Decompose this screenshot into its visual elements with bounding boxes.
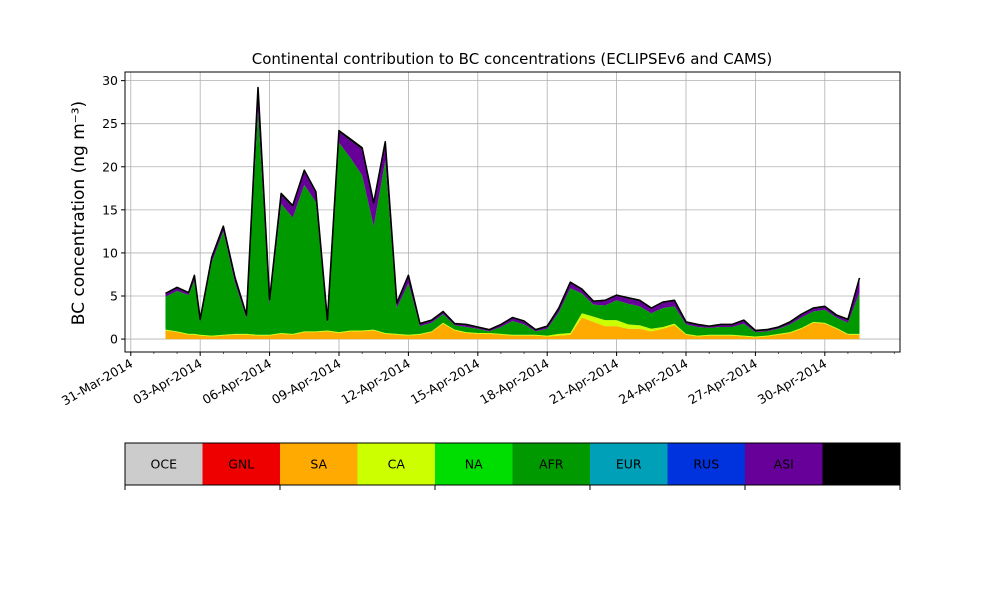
colorbar-swatch-aus xyxy=(822,443,901,485)
grid-lines xyxy=(125,72,900,352)
y-tick-label: 30 xyxy=(102,73,118,88)
x-axis: 31-Mar-201403-Apr-201406-Apr-201409-Apr-… xyxy=(59,352,895,409)
x-tick-label: 31-Mar-2014 xyxy=(59,356,135,409)
x-tick-label: 06-Apr-2014 xyxy=(200,356,274,408)
x-tick-label: 03-Apr-2014 xyxy=(130,356,204,408)
colorbar-swatch-gnl xyxy=(202,443,281,485)
colorbar-swatch-asi xyxy=(745,443,823,485)
x-tick-label: 12-Apr-2014 xyxy=(338,356,412,408)
colorbar-swatch-sa xyxy=(280,443,358,485)
colorbar-label: NA xyxy=(465,457,483,472)
x-tick-label: 15-Apr-2014 xyxy=(408,356,482,408)
y-tick-label: 10 xyxy=(102,245,118,260)
colorbar-label: RUS xyxy=(693,457,719,472)
colorbar-swatch-ca xyxy=(357,443,436,485)
x-tick-label: 18-Apr-2014 xyxy=(477,356,551,408)
plot-frame xyxy=(124,71,901,353)
y-tick-label: 25 xyxy=(102,116,118,131)
y-tick-label: 15 xyxy=(102,202,118,217)
y-tick-label: 0 xyxy=(110,332,118,347)
y-tick-label: 5 xyxy=(110,289,118,304)
colorbar-label: AFR xyxy=(539,457,564,472)
stacked-areas xyxy=(165,86,861,340)
chart-title: Continental contribution to BC concentra… xyxy=(252,50,773,68)
colorbar-label: EUR xyxy=(616,457,642,472)
colorbar-frame xyxy=(124,442,901,486)
colorbar-label: OCE xyxy=(151,457,178,472)
colorbar-swatch-afr xyxy=(512,443,591,485)
y-tick-label: 20 xyxy=(102,159,118,174)
x-tick-label: 27-Apr-2014 xyxy=(685,356,759,408)
colorbar-swatch-eur xyxy=(590,443,668,485)
total-line xyxy=(165,86,861,332)
colorbar-swatch-oce xyxy=(125,443,203,485)
colorbar-label: AUS xyxy=(848,457,874,472)
colorbar-label: SA xyxy=(310,457,327,472)
y-axis-label: BC concentration (ng m⁻³) xyxy=(69,101,89,325)
area-sa xyxy=(165,317,860,340)
region-colorbar: OCE GNL SA CA NA AFR EUR RUS ASI AUS xyxy=(124,442,901,490)
y-axis: 0 5 10 15 20 25 30 xyxy=(102,73,125,347)
x-tick-label: 21-Apr-2014 xyxy=(547,356,621,408)
x-tick-label: 09-Apr-2014 xyxy=(269,356,343,408)
colorbar-swatch-na xyxy=(435,443,513,485)
x-tick-label: 24-Apr-2014 xyxy=(616,356,690,408)
area-afr xyxy=(165,110,860,337)
colorbar-label: GNL xyxy=(228,457,254,472)
colorbar-label: ASI xyxy=(774,457,794,472)
x-tick-label: 30-Apr-2014 xyxy=(755,356,829,408)
colorbar-label: CA xyxy=(388,457,406,472)
colorbar-swatch-rus xyxy=(667,443,746,485)
